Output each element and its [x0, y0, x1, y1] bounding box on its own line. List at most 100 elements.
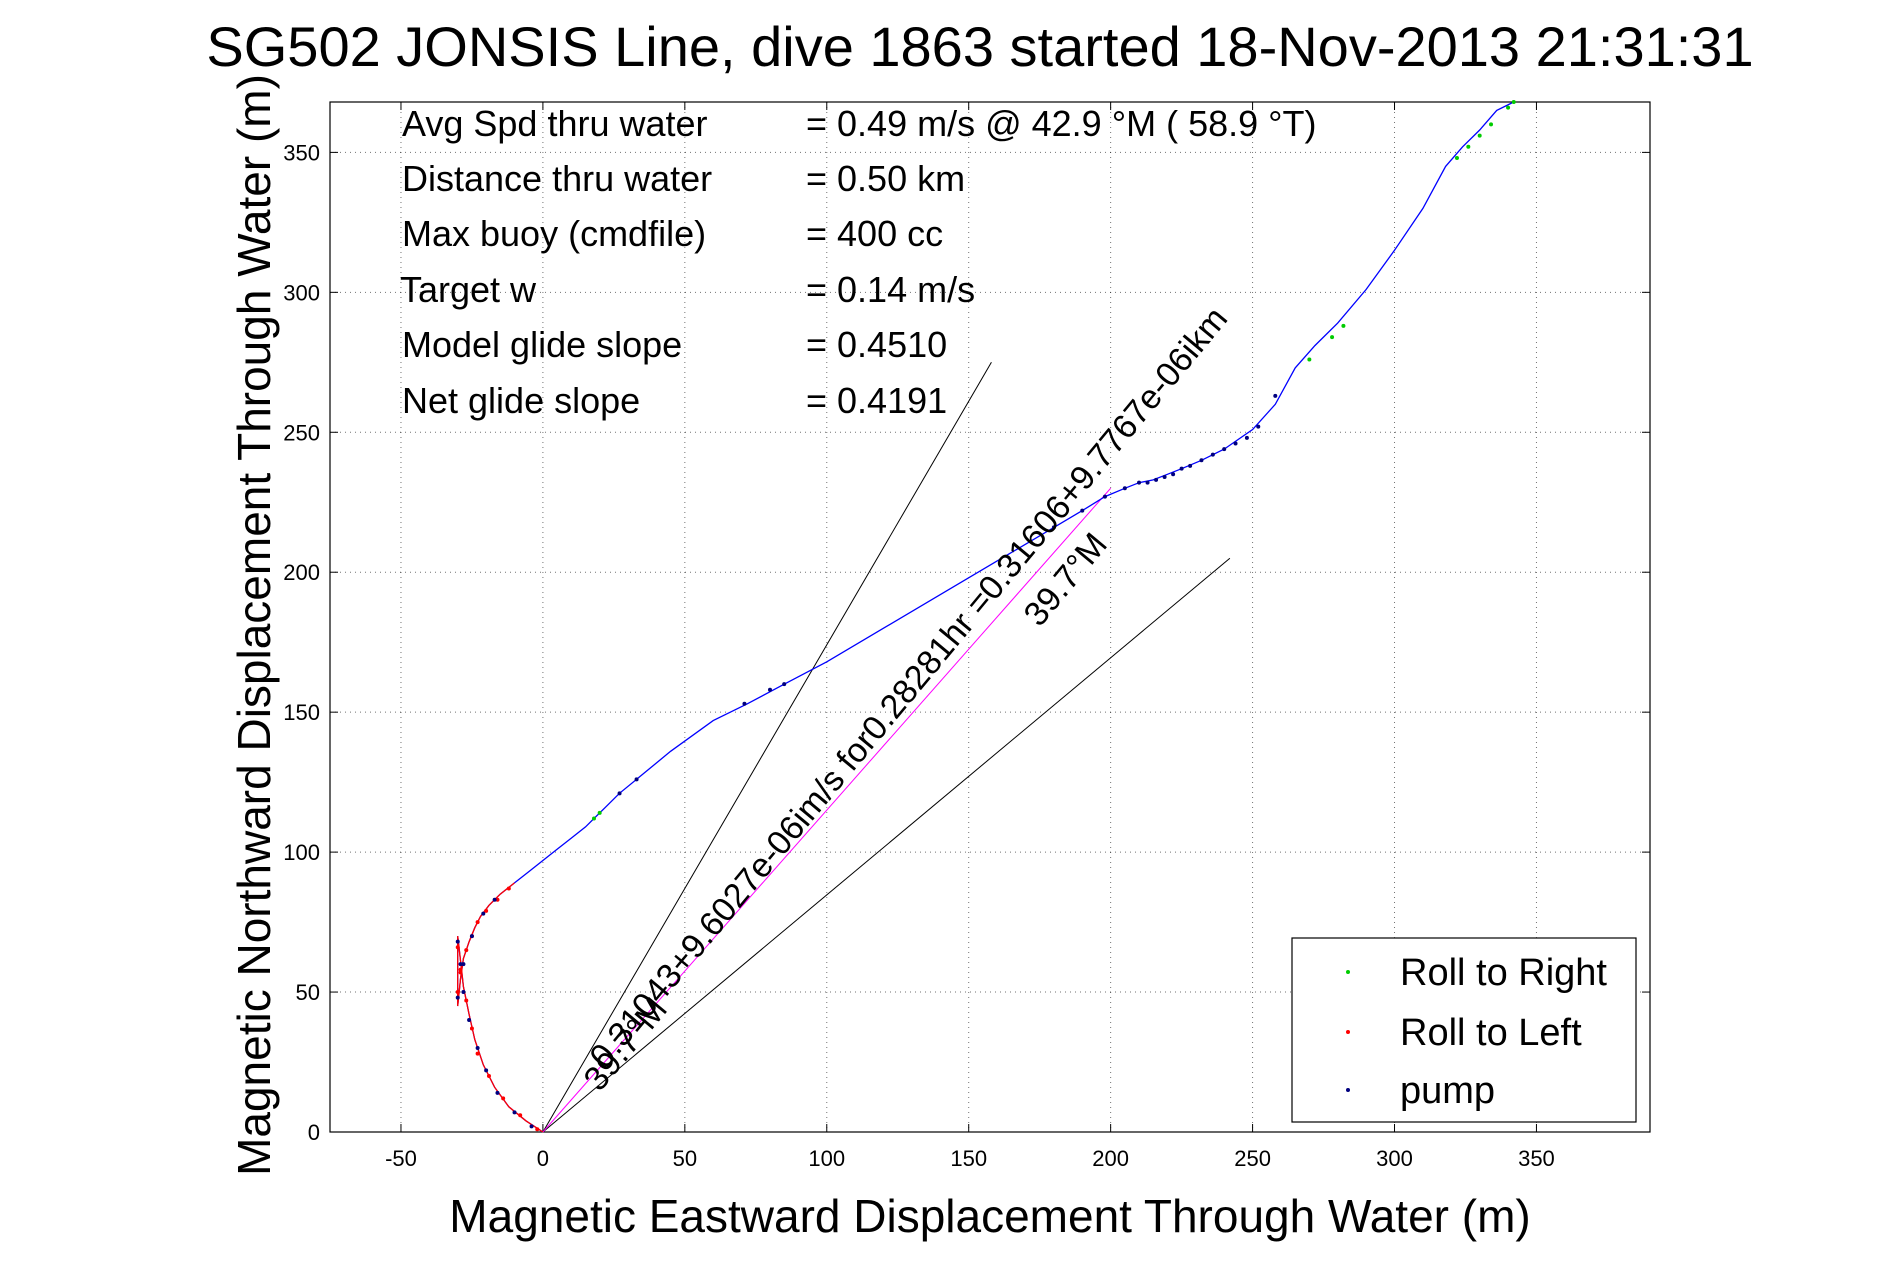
info-label-net-glide: Net glide slope: [402, 380, 640, 421]
pump-point: [1122, 486, 1127, 491]
pump-point: [1222, 447, 1227, 452]
x-axis-label: Magnetic Eastward Displacement Through W…: [449, 1190, 1530, 1242]
roll-left-point: [469, 1026, 474, 1031]
pump-point: [1102, 494, 1107, 499]
pump-point: [1051, 525, 1056, 530]
roll-left-point: [475, 1051, 480, 1056]
pump-point: [742, 701, 747, 706]
pump-point: [481, 911, 486, 916]
info-value-net-glide: = 0.4191: [806, 380, 947, 421]
y-tick-label: 250: [283, 420, 320, 445]
pump-point: [484, 1068, 489, 1073]
x-tick-label: -50: [385, 1146, 417, 1171]
roll-right-point: [1506, 105, 1511, 110]
roll-left-point: [455, 945, 460, 950]
roll-left-point: [455, 990, 460, 995]
pump-point: [1244, 435, 1249, 440]
pump-point: [1188, 463, 1193, 468]
pump-point: [634, 777, 639, 782]
pump-point: [455, 939, 460, 944]
pump-point: [1233, 441, 1238, 446]
legend-marker-roll-left: [1346, 1030, 1350, 1034]
pump-point: [469, 934, 474, 939]
pump-point: [492, 897, 497, 902]
x-tick-label: 200: [1092, 1146, 1129, 1171]
info-value-target-w: = 0.14 m/s: [806, 269, 975, 310]
y-tick-label: 0: [308, 1120, 320, 1145]
info-block: Avg Spd thru water = 0.49 m/s @ 42.9 °M …: [400, 103, 1317, 421]
pump-point: [1171, 472, 1176, 477]
roll-left-point: [475, 920, 480, 925]
grid: [330, 102, 1650, 1133]
legend-label-roll-right: Roll to Right: [1400, 952, 1607, 994]
legend-label-pump: pump: [1400, 1070, 1495, 1112]
info-value-distance: = 0.50 km: [806, 158, 965, 199]
roll-right-point: [1454, 155, 1459, 160]
y-tick-label: 50: [296, 980, 320, 1005]
current-vector-line: [542, 487, 1112, 1133]
pump-point: [455, 995, 460, 1000]
reference-lines: [542, 362, 1231, 1133]
pump-point: [1256, 424, 1261, 429]
pump-point: [1179, 466, 1184, 471]
pump-point: [467, 1018, 472, 1023]
x-tick-label: 350: [1518, 1146, 1555, 1171]
x-tick-label: 300: [1376, 1146, 1413, 1171]
y-tick-label: 300: [283, 280, 320, 305]
legend-label-roll-left: Roll to Left: [1400, 1012, 1582, 1054]
roll-left-point: [464, 998, 469, 1003]
heading-reference-line: [542, 362, 992, 1133]
pump-point: [475, 1046, 480, 1051]
y-tick-label: 150: [283, 700, 320, 725]
roll-right-point: [592, 816, 596, 821]
heading-reference-line: [542, 557, 1231, 1133]
pump-point: [461, 990, 466, 995]
roll-left-point: [518, 1113, 523, 1118]
chart-title: SG502 JONSIS Line, dive 1863 started 18-…: [206, 15, 1753, 78]
pump-point: [1199, 458, 1204, 463]
roll-right-point: [1330, 335, 1335, 340]
roll-right-point: [1489, 122, 1494, 127]
pump-point: [1080, 508, 1085, 513]
x-tick-label: 0: [537, 1146, 549, 1171]
pump-point: [1145, 480, 1150, 485]
pump-point: [782, 682, 787, 687]
pump-point: [768, 687, 772, 692]
roll-right-point: [1307, 357, 1312, 362]
legend-marker-roll-right: [1346, 970, 1350, 974]
roll-left-point: [464, 948, 469, 953]
info-label-max-buoy: Max buoy (cmdfile): [402, 213, 706, 254]
x-tick-label: 150: [950, 1146, 987, 1171]
x-tick-label: 250: [1234, 1146, 1271, 1171]
pump-point: [512, 1110, 517, 1115]
roll-right-point: [1466, 144, 1471, 149]
info-label-model-glide: Model glide slope: [402, 324, 682, 365]
roll-right-point: [597, 810, 602, 815]
pump-point: [1273, 393, 1278, 398]
track-markers: [455, 100, 1516, 1132]
axis-ticks: -50 0 50 100 150 200 250 300 350 0 50 100 150 200 250 3…: [283, 102, 1650, 1171]
pump-point: [495, 1090, 500, 1095]
legend: Roll to Right Roll to Left pump: [1291, 937, 1637, 1123]
pump-point: [1137, 480, 1142, 485]
track-line-roll-left: [457, 882, 544, 1133]
y-tick-label: 350: [283, 140, 320, 165]
info-value-avg-speed: = 0.49 m/s @ 42.9 °M ( 58.9 °T): [806, 103, 1317, 144]
roll-left-point: [458, 967, 463, 972]
roll-left-point: [458, 970, 463, 975]
roll-right-point: [1341, 323, 1346, 328]
info-label-target-w: Target w: [400, 269, 537, 310]
info-label-distance: Distance thru water: [402, 158, 712, 199]
info-value-max-buoy: = 400 cc: [806, 213, 943, 254]
roll-left-point: [506, 886, 511, 891]
roll-right-point: [1511, 100, 1516, 104]
pump-point: [461, 962, 466, 967]
dive-track: [457, 101, 1514, 1133]
roll-left-point: [484, 908, 489, 913]
pump-point: [1154, 477, 1159, 482]
roll-left-point: [495, 897, 500, 902]
roll-right-point: [1477, 133, 1482, 138]
pump-point: [458, 962, 463, 967]
pump-point: [617, 791, 622, 796]
